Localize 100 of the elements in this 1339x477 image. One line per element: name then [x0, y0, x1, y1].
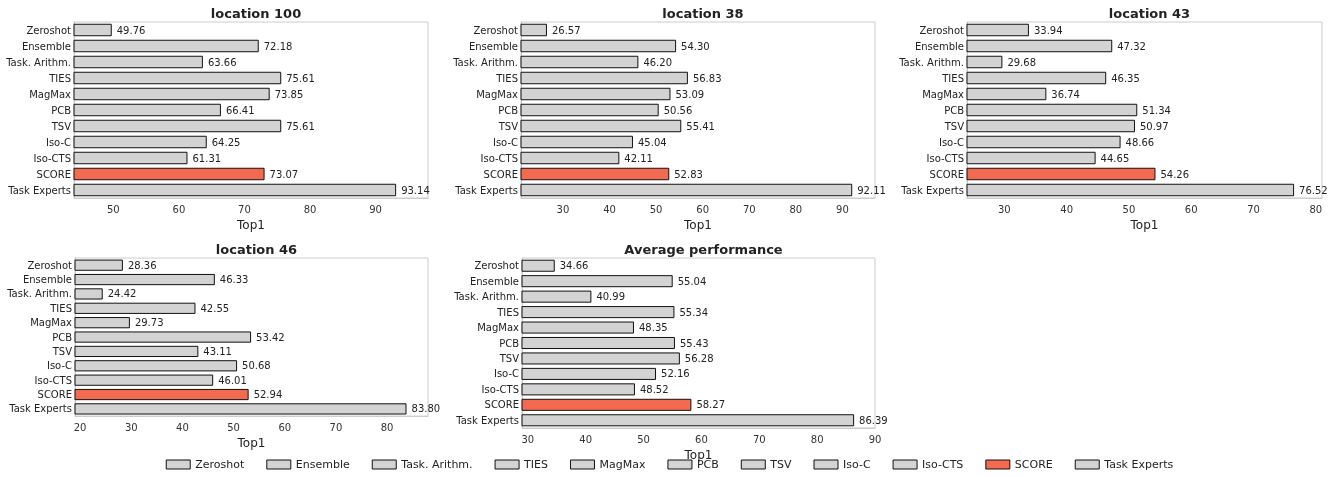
data-label: 55.43: [679, 337, 709, 349]
x-tick-label: 30: [998, 203, 1011, 215]
data-label: 43.11: [203, 345, 232, 357]
data-label: 36.74: [1051, 88, 1080, 100]
x-axis-title: Top1: [1129, 217, 1159, 232]
y-tick-label: Task. Arithm.: [6, 288, 72, 300]
legend-label: Task Experts: [1103, 458, 1174, 471]
y-tick-label: MagMax: [477, 322, 520, 334]
data-label: 63.66: [207, 56, 237, 68]
data-label: 46.33: [219, 274, 249, 286]
y-tick-label: PCB: [51, 104, 72, 116]
x-tick-label: 60: [695, 433, 708, 445]
y-tick-label: TIES: [49, 302, 72, 314]
y-tick-label: SCORE: [37, 389, 72, 401]
x-tick-label: 40: [603, 203, 616, 215]
y-tick-label: Ensemble: [468, 40, 518, 52]
x-axis-title: Top1: [683, 447, 713, 462]
data-label: 52.83: [674, 168, 703, 180]
data-label: 42.11: [624, 152, 653, 164]
data-label: 73.85: [274, 88, 304, 100]
data-label: 48.52: [639, 383, 669, 395]
y-tick-label: Iso-CTS: [926, 152, 964, 164]
y-tick-label: SCORE: [484, 399, 519, 411]
data-label: 50.97: [1139, 120, 1169, 132]
x-axis-title: Top1: [683, 217, 712, 232]
data-label: 42.55: [200, 302, 230, 314]
y-tick-label: Zeroshot: [919, 24, 965, 36]
data-label: 76.52: [1299, 184, 1328, 196]
data-label: 44.65: [1100, 152, 1130, 164]
x-tick-label: 90: [836, 203, 849, 215]
y-tick-label: PCB: [499, 337, 520, 349]
data-label: 26.57: [551, 24, 581, 36]
data-label: 73.07: [269, 168, 299, 180]
legend-label: SCORE: [1014, 458, 1053, 471]
legend-label: Zeroshot: [195, 458, 245, 471]
x-tick-label: 60: [278, 421, 292, 433]
data-label: 64.25: [211, 136, 241, 148]
y-tick-label: SCORE: [929, 168, 964, 180]
x-tick-label: 60: [696, 203, 710, 215]
data-label: 53.42: [256, 331, 285, 343]
x-tick-label: 40: [1060, 203, 1074, 215]
data-label: 58.27: [696, 399, 726, 411]
y-tick-label: Task Experts: [900, 184, 964, 196]
data-label: 75.61: [286, 120, 315, 132]
data-label: 75.61: [286, 72, 315, 84]
data-label: 56.83: [692, 72, 722, 84]
x-tick-label: 60: [1184, 203, 1198, 215]
y-tick-label: Task Experts: [7, 184, 71, 196]
y-tick-label: Iso-C: [492, 136, 519, 148]
y-tick-label: MagMax: [476, 88, 519, 100]
data-label: 34.66: [559, 260, 589, 272]
y-tick-label: TIES: [495, 72, 518, 84]
y-tick-label: TSV: [50, 120, 72, 132]
y-tick-label: Zeroshot: [26, 24, 72, 36]
y-tick-label: MagMax: [29, 88, 72, 100]
data-label: 40.99: [596, 291, 626, 303]
y-tick-label: TIES: [941, 72, 964, 84]
x-tick-label: 30: [124, 421, 138, 433]
y-tick-label: Iso-C: [46, 360, 73, 372]
data-label: 55.04: [677, 275, 707, 287]
y-tick-label: Iso-C: [938, 136, 965, 148]
data-label: 54.30: [681, 40, 710, 52]
x-tick-label: 70: [329, 421, 343, 433]
y-tick-label: Iso-C: [493, 368, 520, 380]
legend-label: TIES: [523, 458, 548, 471]
data-label: 24.42: [107, 288, 137, 300]
y-tick-label: Task. Arithm.: [453, 291, 519, 303]
y-tick-label: Ensemble: [22, 274, 72, 286]
data-label: 29.73: [134, 317, 164, 329]
x-tick-label: 30: [521, 433, 535, 445]
x-tick-label: 70: [238, 203, 251, 215]
data-label: 45.04: [637, 136, 667, 148]
x-axis-title: Top1: [236, 436, 266, 450]
y-tick-label: Ensemble: [914, 40, 964, 52]
x-tick-label: 30: [556, 203, 570, 215]
x-tick-label: 40: [176, 421, 189, 433]
x-tick-label: 80: [810, 433, 824, 445]
data-label: 56.28: [684, 352, 714, 364]
y-tick-label: Zeroshot: [473, 24, 519, 36]
y-tick-label: Zeroshot: [27, 259, 73, 271]
x-tick-label: 80: [303, 203, 317, 215]
data-label: 48.66: [1125, 136, 1155, 148]
data-label: 46.35: [1111, 72, 1140, 84]
y-tick-label: PCB: [498, 104, 519, 116]
data-label: 55.34: [679, 306, 709, 318]
x-tick-label: 60: [172, 203, 186, 215]
x-tick-label: 80: [1309, 203, 1323, 215]
y-tick-label: Zeroshot: [474, 260, 520, 272]
x-tick-label: 50: [227, 421, 240, 433]
data-label: 46.01: [218, 374, 247, 386]
y-tick-label: TSV: [943, 120, 965, 132]
data-label: 93.14: [401, 184, 430, 196]
chart-title: location 38: [662, 6, 744, 21]
y-tick-label: Task. Arithm.: [898, 56, 964, 68]
y-tick-label: Iso-CTS: [481, 383, 519, 395]
x-tick-label: 40: [579, 433, 593, 445]
data-label: 86.39: [859, 414, 888, 426]
data-label: 61.31: [192, 152, 222, 164]
data-label: 28.36: [127, 259, 157, 271]
legend-label: Iso-C: [843, 458, 871, 471]
